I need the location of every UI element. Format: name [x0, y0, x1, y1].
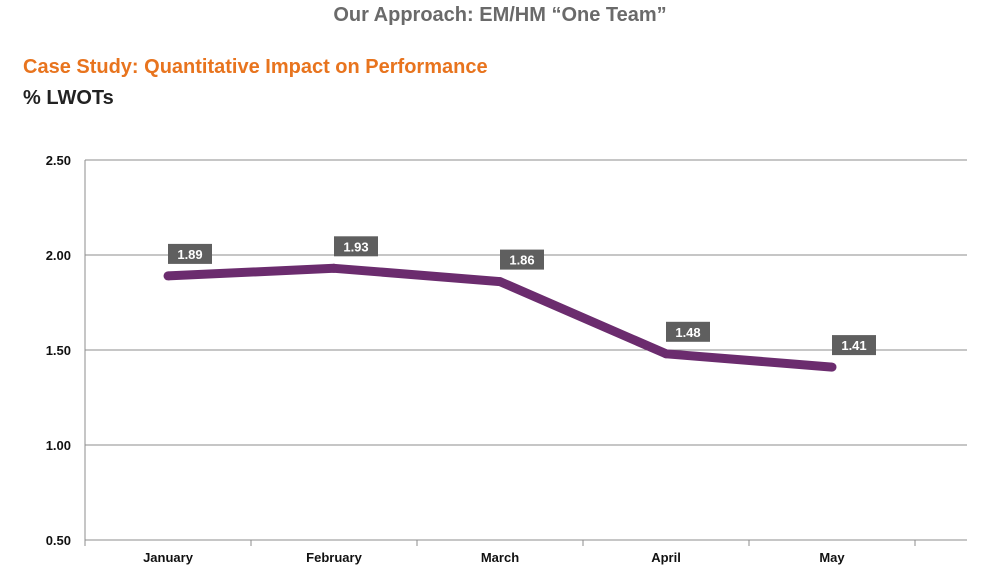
data-label-text: 1.93 — [343, 239, 368, 254]
y-tick-label: 1.00 — [46, 438, 71, 453]
data-label: 1.89 — [168, 243, 212, 264]
x-tick-label: February — [306, 550, 362, 565]
x-tick-label: April — [651, 550, 681, 565]
data-label-box — [168, 243, 212, 264]
data-label-box — [500, 249, 544, 270]
data-point — [163, 271, 173, 281]
data-labels: 1.89 1.93 1.86 1.48 1.41 — [168, 236, 876, 356]
data-label-box — [832, 335, 876, 356]
x-tick-label: May — [819, 550, 845, 565]
y-tick-label: 1.50 — [46, 343, 71, 358]
data-label: 1.93 — [334, 236, 378, 257]
data-label-text: 1.41 — [841, 338, 866, 353]
case-study-subtitle: Case Study: Quantitative Impact on Perfo… — [23, 56, 488, 78]
data-label: 1.86 — [500, 249, 544, 270]
data-label: 1.41 — [832, 335, 876, 356]
data-label-text: 1.48 — [675, 325, 700, 340]
y-tick-label: 0.50 — [46, 533, 71, 548]
unit-label: % LWOTs — [23, 87, 114, 109]
y-tick-label: 2.50 — [46, 153, 71, 168]
y-tick-label: 2.00 — [46, 248, 71, 263]
x-tick-label: January — [143, 550, 194, 565]
data-label: 1.48 — [666, 321, 710, 342]
data-point — [827, 362, 837, 372]
axes: 2.50 2.00 1.50 1.00 0.50 January February March… — [46, 153, 916, 565]
data-point — [329, 263, 339, 273]
page-title: Our Approach: EM/HM “One Team” — [333, 4, 667, 26]
data-point — [661, 349, 671, 359]
x-tick-label: March — [481, 550, 519, 565]
data-label-text: 1.86 — [509, 253, 534, 268]
data-label-text: 1.89 — [177, 247, 202, 262]
data-point — [495, 277, 505, 287]
series — [163, 263, 837, 372]
data-label-box — [334, 236, 378, 257]
data-label-box — [666, 321, 710, 342]
